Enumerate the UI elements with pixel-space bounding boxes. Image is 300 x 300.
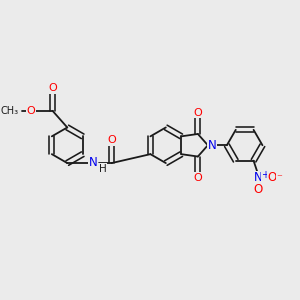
Text: ⁻: ⁻ [276, 173, 282, 183]
Text: O: O [27, 106, 35, 116]
Text: O: O [194, 173, 202, 183]
Text: H: H [99, 164, 107, 174]
Text: N: N [254, 171, 262, 184]
Text: O: O [107, 135, 116, 145]
Text: O: O [268, 171, 277, 184]
Text: CH₃: CH₃ [1, 106, 19, 116]
Text: O: O [48, 83, 57, 93]
Text: O: O [253, 183, 262, 196]
Text: O: O [194, 108, 202, 118]
Text: N: N [89, 156, 98, 169]
Text: N: N [208, 139, 217, 152]
Text: +: + [261, 170, 269, 180]
